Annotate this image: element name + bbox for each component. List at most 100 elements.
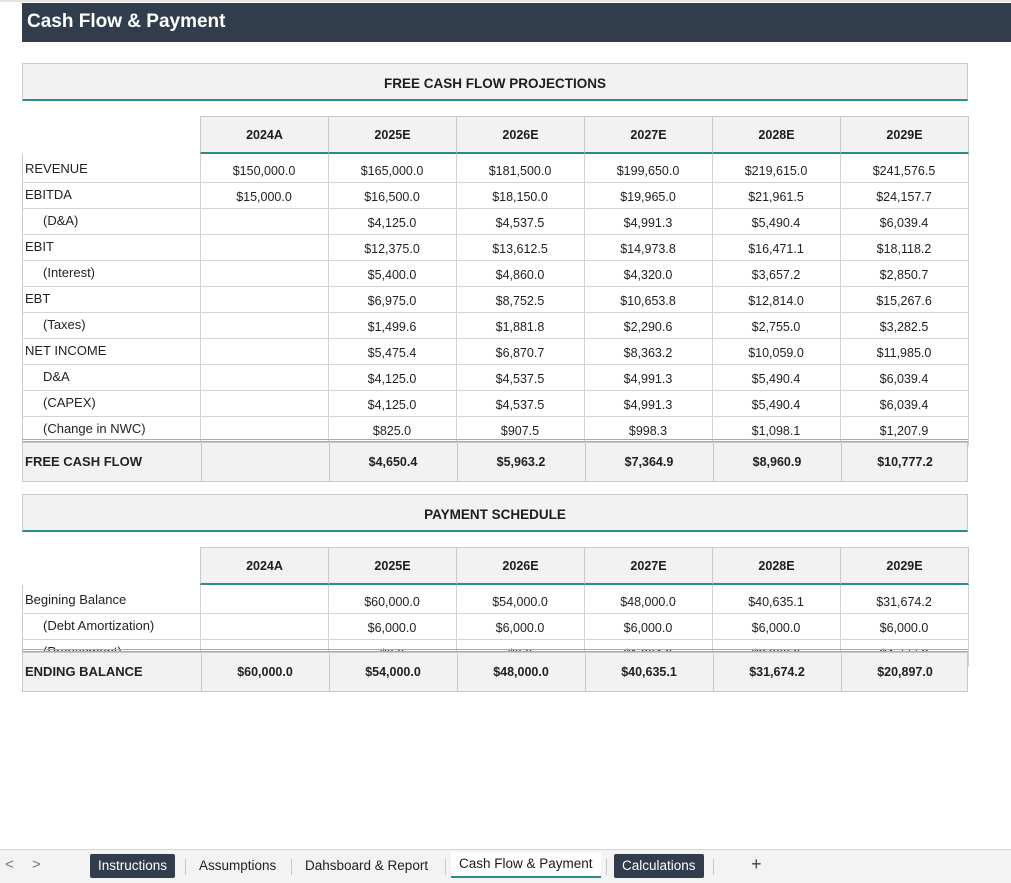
grid-line (22, 613, 968, 614)
grid-line (328, 585, 329, 667)
fcf-cell-value[interactable]: $4,860.0 (495, 268, 545, 282)
fcf-cell-value[interactable]: $16,500.0 (364, 190, 420, 204)
fcf-cell-value[interactable]: $825.0 (372, 424, 412, 438)
fcf-cell-value[interactable]: $6,039.4 (879, 398, 929, 412)
fcf-cell-value[interactable]: $907.5 (500, 424, 540, 438)
fcf-cell-value[interactable]: $150,000.0 (232, 164, 296, 178)
fcf-cell-value[interactable]: $5,490.4 (751, 398, 801, 412)
fcf-cell-value[interactable]: $2,850.7 (879, 268, 929, 282)
payment-total-value[interactable]: $40,635.1 (621, 665, 677, 679)
payment-total-value[interactable]: $31,674.2 (749, 665, 805, 679)
fcf-cell-value[interactable]: $19,965.0 (620, 190, 676, 204)
fcf-cell-value[interactable] (200, 260, 328, 286)
fcf-cell-value[interactable]: $16,471.1 (748, 242, 804, 256)
fcf-cell-value[interactable]: $199,650.0 (616, 164, 680, 178)
fcf-cell-value[interactable]: $3,657.2 (751, 268, 801, 282)
payment-cell-value[interactable]: $6,000.0 (495, 621, 545, 635)
payment-table-row: Begining Balance $60,000.0 $54,000.0 $48,00… (22, 587, 968, 613)
fcf-cell-value[interactable]: $1,207.9 (879, 424, 929, 438)
fcf-cell-value[interactable]: $5,490.4 (751, 372, 801, 386)
payment-cell-value[interactable]: $48,000.0 (620, 595, 676, 609)
fcf-cell-value[interactable]: $4,125.0 (367, 216, 417, 230)
fcf-cell-value[interactable]: $1,881.8 (495, 320, 545, 334)
payment-total-value[interactable]: $20,897.0 (877, 665, 933, 679)
fcf-cell-value[interactable]: $10,653.8 (620, 294, 676, 308)
fcf-cell-value[interactable]: $998.3 (628, 424, 668, 438)
fcf-cell-value[interactable]: $13,612.5 (492, 242, 548, 256)
payment-cell-value[interactable]: $54,000.0 (492, 595, 548, 609)
fcf-cell-value[interactable]: $4,320.0 (623, 268, 673, 282)
fcf-cell-value[interactable] (200, 338, 328, 364)
fcf-cell-value[interactable]: $5,490.4 (751, 216, 801, 230)
fcf-cell-value[interactable]: $4,125.0 (367, 398, 417, 412)
fcf-cell-value[interactable]: $12,814.0 (748, 294, 804, 308)
payment-total-value[interactable]: $54,000.0 (365, 665, 421, 679)
fcf-cell-value[interactable]: $4,991.3 (623, 216, 673, 230)
fcf-cell-value[interactable]: $165,000.0 (360, 164, 424, 178)
fcf-cell-value[interactable]: $15,000.0 (236, 190, 292, 204)
payment-cell-value[interactable]: $60,000.0 (364, 595, 420, 609)
tab-dashboard-report[interactable]: Dahsboard & Report (305, 858, 429, 873)
fcf-cell-value[interactable]: $8,752.5 (495, 294, 545, 308)
fcf-cell-value[interactable]: $6,870.7 (495, 346, 545, 360)
fcf-cell-value[interactable]: $8,363.2 (623, 346, 673, 360)
fcf-cell-value[interactable]: $4,537.5 (495, 372, 545, 386)
fcf-cell-value[interactable]: $11,985.0 (876, 346, 932, 360)
fcf-cell-value[interactable]: $2,755.0 (751, 320, 801, 334)
fcf-cell-value[interactable] (200, 364, 328, 390)
next-sheet-icon[interactable]: > (32, 856, 41, 873)
prev-sheet-icon[interactable]: < (5, 856, 14, 873)
fcf-cell-value[interactable]: $181,500.0 (488, 164, 552, 178)
payment-cell-value[interactable]: $31,674.2 (876, 595, 932, 609)
fcf-cell-value[interactable]: $2,290.6 (623, 320, 673, 334)
fcf-cell-value[interactable]: $18,150.0 (492, 190, 548, 204)
add-sheet-icon[interactable]: + (751, 854, 762, 874)
tab-calculations[interactable]: Calculations (614, 854, 704, 878)
fcf-cell-value[interactable]: $241,576.5 (872, 164, 936, 178)
fcf-cell-value[interactable] (200, 234, 328, 260)
fcf-cell-value[interactable] (200, 208, 328, 234)
tab-cash-flow-payment[interactable]: Cash Flow & Payment (451, 852, 601, 878)
tab-assumptions[interactable]: Assumptions (199, 858, 277, 873)
payment-cell-value[interactable]: $6,000.0 (623, 621, 673, 635)
fcf-cell-value[interactable]: $10,059.0 (748, 346, 804, 360)
tab-instructions[interactable]: Instructions (90, 854, 176, 878)
fcf-total-value[interactable]: $5,963.2 (496, 455, 546, 469)
fcf-cell-value[interactable]: $6,975.0 (367, 294, 417, 308)
payment-cell-value[interactable]: $6,000.0 (751, 621, 801, 635)
payment-cell-value[interactable]: $6,000.0 (367, 621, 417, 635)
fcf-cell-value[interactable]: $3,282.5 (879, 320, 929, 334)
fcf-total-value[interactable]: $4,650.4 (368, 455, 418, 469)
fcf-cell-value[interactable]: $4,537.5 (495, 216, 545, 230)
fcf-cell-value[interactable] (200, 286, 328, 312)
fcf-cell-value[interactable]: $24,157.7 (876, 190, 932, 204)
payment-cell-value[interactable]: $6,000.0 (879, 621, 929, 635)
fcf-cell-value[interactable] (200, 390, 328, 416)
fcf-cell-value[interactable]: $4,125.0 (367, 372, 417, 386)
payment-total-value[interactable]: $60,000.0 (237, 665, 293, 679)
payment-year-header-row: 2024A 2025E 2026E 2027E 2028E 2029E (0, 547, 1011, 585)
payment-cell-value[interactable] (200, 613, 328, 639)
fcf-cell-value[interactable]: $5,475.4 (367, 346, 417, 360)
fcf-cell-value[interactable]: $4,537.5 (495, 398, 545, 412)
fcf-cell-value[interactable]: $219,615.0 (744, 164, 808, 178)
fcf-cell-value[interactable]: $21,961.5 (748, 190, 804, 204)
fcf-total-value[interactable]: $7,364.9 (624, 455, 674, 469)
payment-total-value[interactable]: $48,000.0 (493, 665, 549, 679)
fcf-cell-value[interactable]: $1,499.6 (367, 320, 417, 334)
fcf-cell-value[interactable]: $4,991.3 (623, 398, 673, 412)
fcf-cell-value[interactable]: $12,375.0 (364, 242, 420, 256)
fcf-cell-value[interactable]: $18,118.2 (876, 242, 932, 256)
fcf-cell-value[interactable]: $14,973.8 (620, 242, 676, 256)
fcf-cell-value[interactable]: $1,098.1 (751, 424, 801, 438)
fcf-cell-value[interactable]: $6,039.4 (879, 216, 929, 230)
fcf-total-value[interactable]: $10,777.2 (877, 455, 933, 469)
payment-cell-value[interactable]: $40,635.1 (748, 595, 804, 609)
fcf-total-value[interactable]: $8,960.9 (752, 455, 802, 469)
fcf-cell-value[interactable] (200, 312, 328, 338)
fcf-cell-value[interactable]: $6,039.4 (879, 372, 929, 386)
fcf-cell-value[interactable]: $5,400.0 (367, 268, 417, 282)
fcf-cell-value[interactable]: $4,991.3 (623, 372, 673, 386)
fcf-cell-value[interactable]: $15,267.6 (876, 294, 932, 308)
payment-cell-value[interactable] (200, 587, 328, 613)
